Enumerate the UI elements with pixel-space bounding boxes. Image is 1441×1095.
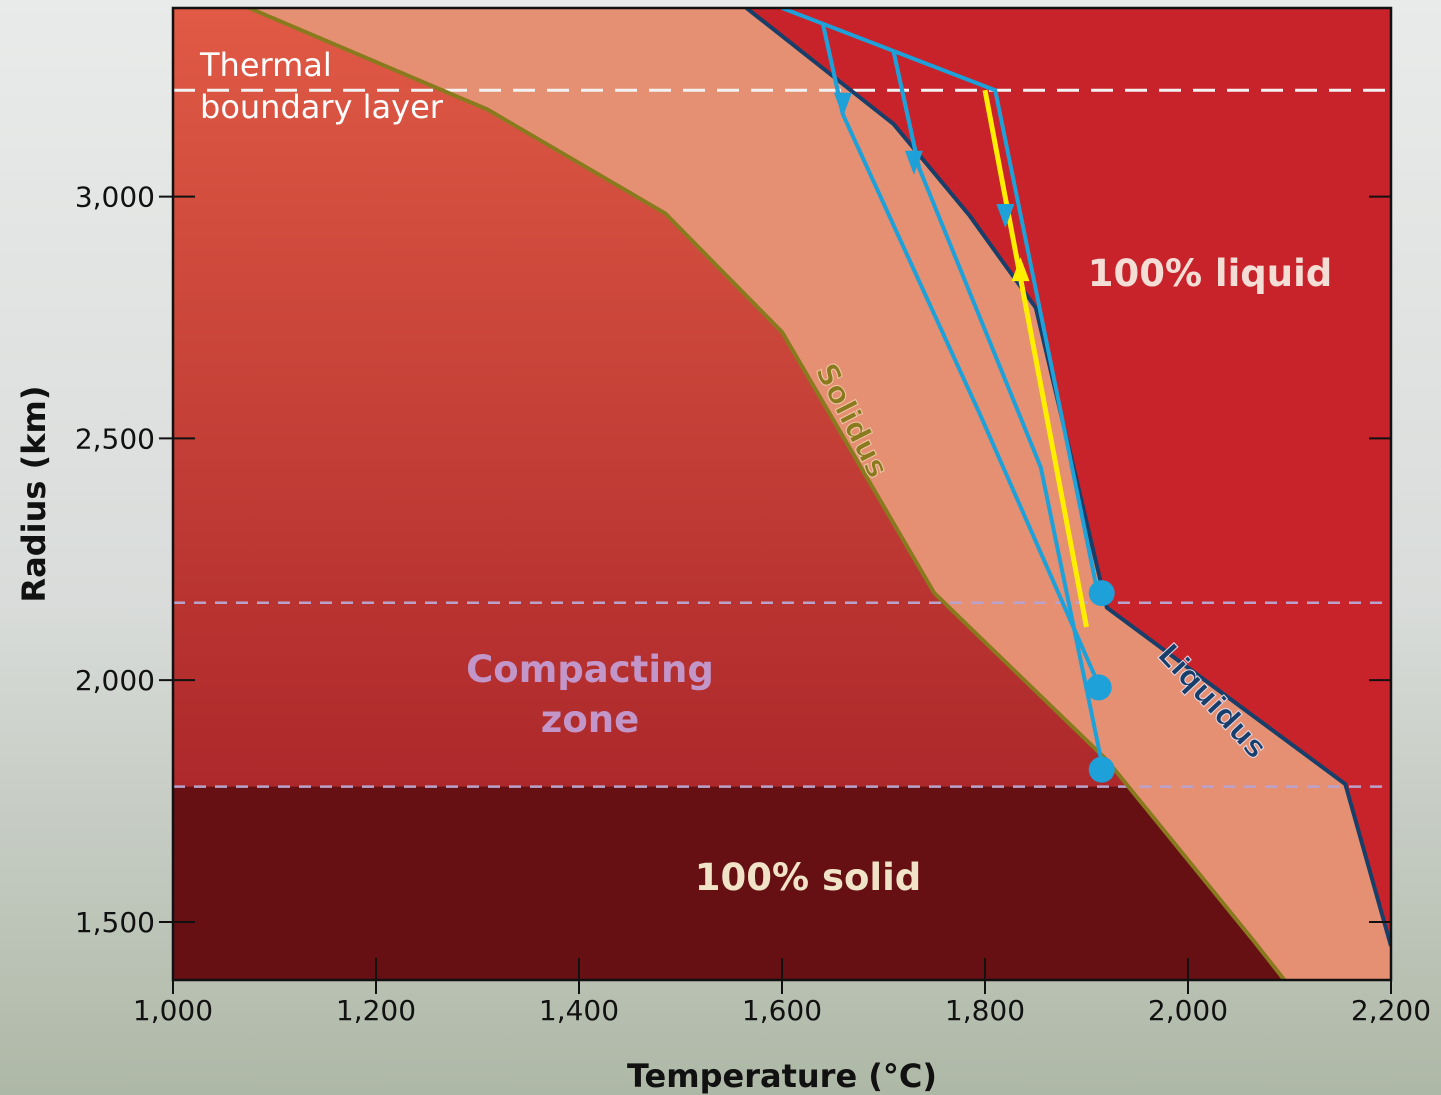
geotherm-curves xyxy=(781,8,1104,763)
partial-melt-region xyxy=(249,8,1391,980)
zone-boundaries xyxy=(173,88,1391,788)
geotherm-line-1 xyxy=(781,8,1099,589)
y-axis-title: Radius (km) xyxy=(15,386,53,603)
x-axis-title: Temperature (°C) xyxy=(627,1057,937,1095)
y-tick-label-1: 2,000 xyxy=(75,664,155,697)
geotherm-arrow-2 xyxy=(996,203,1015,228)
fully-solid-region-shape xyxy=(173,786,1285,980)
x-tick-label-2: 1,400 xyxy=(539,994,619,1027)
y-tick-label-0: 1,500 xyxy=(75,906,155,939)
geotherm-endpoint-1 xyxy=(1085,674,1112,701)
geotherm-endpoint-2 xyxy=(1088,756,1115,783)
geotherm-endpoint-0 xyxy=(1088,580,1115,607)
solidus-line xyxy=(248,8,1286,980)
thermal-boundary-label-line2: boundary layer xyxy=(200,88,444,126)
axis-ticks: 1,000 1,200 1,400 1,600 1,800 2,000 2,200 1,500… xyxy=(75,181,1431,1027)
x-tick-label-3: 1,600 xyxy=(742,994,822,1027)
y-tick-label-3: 3,000 xyxy=(75,181,155,214)
compacting-zone-label-line2: zone xyxy=(541,698,639,741)
x-tick-label-5: 2,000 xyxy=(1148,994,1228,1027)
solid-region xyxy=(173,8,1285,980)
adiabat-line xyxy=(982,89,1089,628)
adiabat-arrow xyxy=(1011,257,1030,282)
x-tick-label-0: 1,000 xyxy=(133,994,213,1027)
x-tick-label-4: 1,800 xyxy=(945,994,1025,1027)
x-tick-label-6: 2,200 xyxy=(1351,994,1431,1027)
geotherm-connector-1 xyxy=(891,51,921,169)
compacting-zone-label-line1: Compacting xyxy=(466,648,714,691)
y-tick-label-2: 2,500 xyxy=(75,422,155,455)
geotherm-arrow-1 xyxy=(904,150,923,175)
x-tick-label-1: 1,200 xyxy=(336,994,416,1027)
geotherm-arrow-0 xyxy=(833,92,852,117)
liquid-region-label: 100% liquid xyxy=(1088,252,1333,295)
geotherm-markers xyxy=(1085,580,1115,783)
liquidus-line xyxy=(745,8,1391,947)
solid-region-label: 100% solid xyxy=(695,856,921,899)
thermal-boundary-label-line1: Thermal xyxy=(199,46,332,84)
